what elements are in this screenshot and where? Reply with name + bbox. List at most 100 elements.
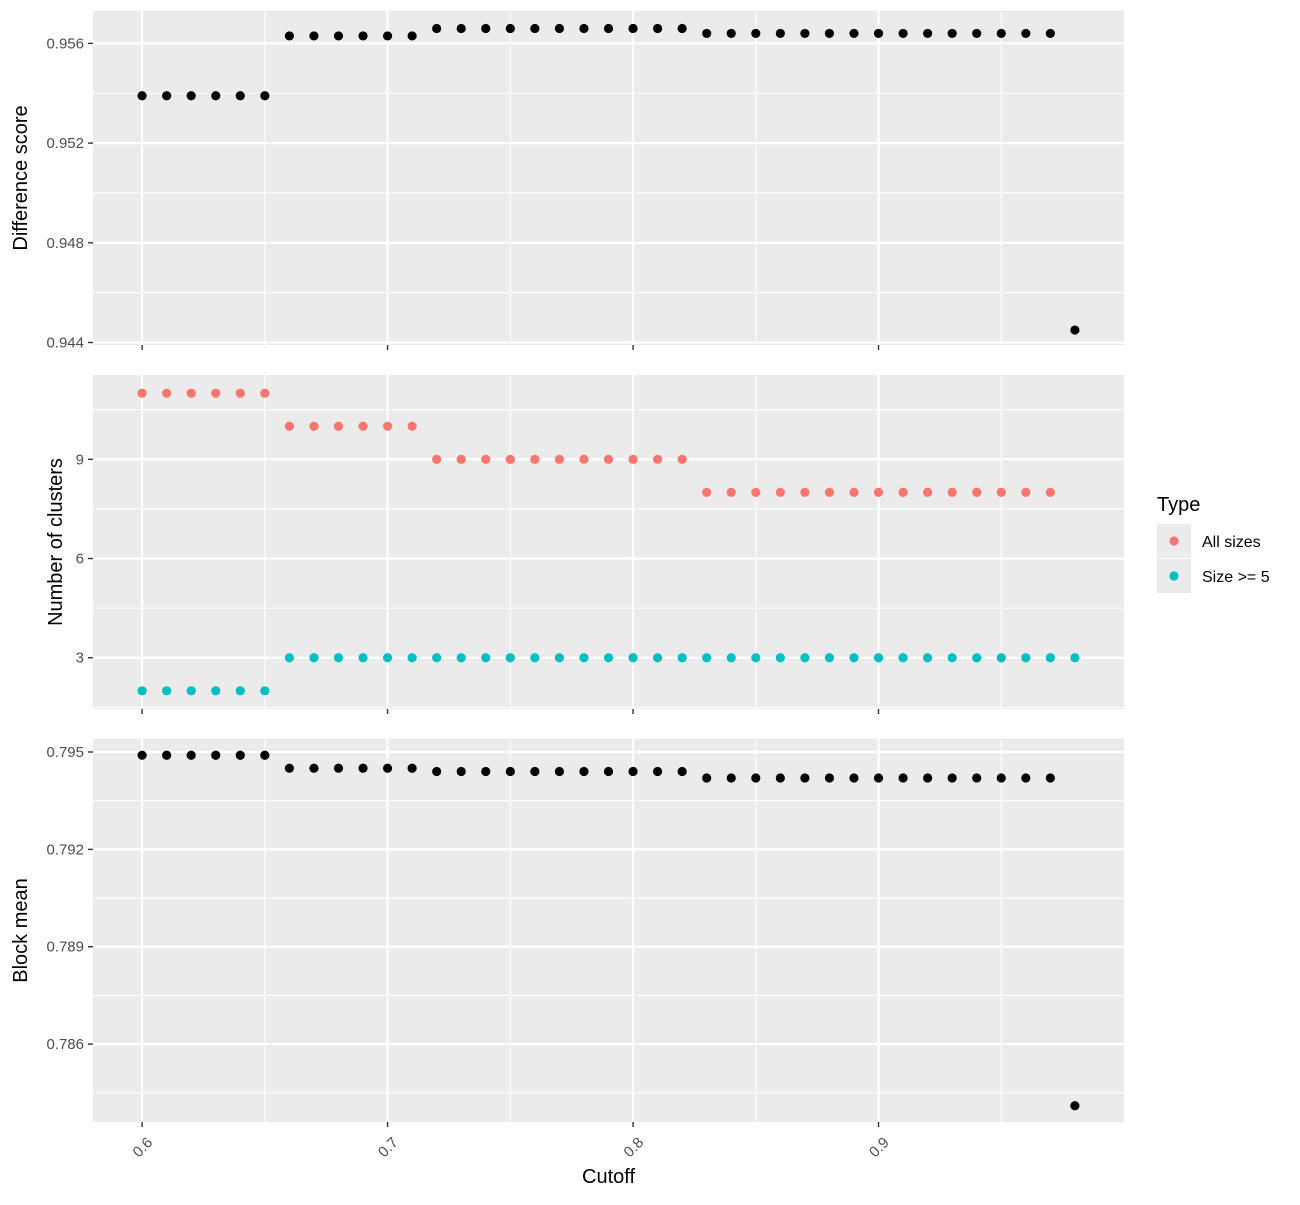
data-point-size-5 — [652, 653, 663, 663]
data-point — [333, 763, 344, 773]
panel-background-1 — [93, 11, 1124, 345]
x-tick-label: 0.6 — [130, 1134, 157, 1161]
data-point-size-5 — [530, 653, 540, 663]
data-point — [873, 28, 884, 39]
y-axis-title: Difference score — [10, 105, 32, 250]
data-point-all-sizes — [972, 487, 982, 497]
data-point-all-sizes — [309, 421, 319, 431]
data-point-all-sizes — [947, 487, 957, 497]
data-point — [382, 31, 393, 41]
y-tick-label: 9 — [76, 451, 84, 468]
data-point — [407, 31, 417, 41]
data-point — [677, 766, 687, 777]
data-point-size-5 — [235, 686, 245, 696]
data-point — [260, 750, 270, 760]
data-point-all-sizes — [873, 487, 884, 497]
data-point-size-5 — [677, 653, 687, 663]
data-point — [137, 750, 147, 760]
data-point — [1070, 325, 1080, 335]
data-point-size-5 — [996, 653, 1006, 663]
data-point — [824, 28, 835, 39]
data-point-all-sizes — [358, 421, 368, 431]
data-point-size-5 — [432, 653, 442, 663]
data-point — [702, 773, 712, 783]
data-point-all-sizes — [407, 421, 417, 431]
x-tick-label: 0.9 — [866, 1134, 893, 1161]
data-point-size-5 — [358, 653, 368, 663]
data-point-size-5 — [211, 686, 221, 696]
data-point-size-5 — [923, 653, 933, 663]
y-tick-label: 3 — [76, 650, 84, 667]
data-point — [530, 23, 540, 34]
data-point-all-sizes — [628, 454, 638, 464]
data-point-size-5 — [309, 653, 319, 663]
x-axis-title: Cutoff — [582, 1166, 635, 1188]
y-tick-label: 6 — [76, 551, 84, 568]
legend-entry-label: All sizes — [1202, 534, 1261, 551]
data-point-all-sizes — [849, 487, 859, 497]
data-point-all-sizes — [1045, 487, 1055, 497]
data-point — [211, 91, 221, 101]
data-point-all-sizes — [775, 487, 785, 497]
data-point-size-5 — [554, 653, 565, 663]
data-point — [162, 91, 172, 101]
data-point-all-sizes — [211, 388, 221, 398]
data-point — [309, 763, 319, 773]
data-point — [162, 750, 172, 760]
data-point — [481, 23, 491, 34]
data-point — [775, 773, 785, 783]
data-point — [677, 23, 687, 34]
y-tick-label: 0.944 — [46, 335, 84, 352]
x-tick-label: 0.7 — [375, 1134, 402, 1161]
data-point-size-5 — [751, 653, 761, 663]
y-tick-label: 0.956 — [46, 35, 84, 52]
y-tick-label: 0.952 — [46, 135, 84, 152]
data-point-all-sizes — [505, 454, 515, 464]
data-point-all-sizes — [652, 454, 663, 464]
data-point — [800, 773, 810, 783]
data-point — [456, 23, 466, 34]
data-point-all-sizes — [456, 454, 466, 464]
data-point — [996, 773, 1006, 783]
data-point — [628, 766, 638, 777]
legend-entry-label: Size >= 5 — [1202, 569, 1270, 586]
data-point-all-sizes — [1021, 487, 1031, 497]
y-axis-title: Number of clusters — [45, 458, 67, 626]
data-point — [505, 766, 515, 777]
data-point-size-5 — [505, 653, 515, 663]
data-point-size-5 — [824, 653, 835, 663]
data-point — [1045, 773, 1055, 783]
data-point — [358, 763, 368, 773]
data-point-all-sizes — [284, 421, 294, 431]
data-point-size-5 — [579, 653, 589, 663]
data-point — [554, 23, 565, 34]
data-point — [849, 28, 859, 39]
data-point-all-sizes — [530, 454, 540, 464]
data-point — [481, 766, 491, 777]
data-point-size-5 — [1021, 653, 1031, 663]
data-point — [432, 23, 442, 34]
data-point — [972, 28, 982, 39]
data-point-size-5 — [873, 653, 884, 663]
data-point-all-sizes — [186, 388, 196, 398]
data-point — [898, 28, 908, 39]
data-point-all-sizes — [481, 454, 491, 464]
data-point-size-5 — [407, 653, 417, 663]
data-point-size-5 — [947, 653, 957, 663]
y-tick-label: 0.792 — [46, 841, 84, 858]
data-point — [407, 763, 417, 773]
data-point — [284, 763, 294, 773]
data-point — [726, 28, 736, 39]
data-point-all-sizes — [260, 388, 270, 398]
legend-title: Type — [1157, 494, 1200, 516]
data-point-all-sizes — [702, 487, 712, 497]
data-point-size-5 — [603, 653, 614, 663]
data-point — [751, 773, 761, 783]
data-point — [284, 31, 294, 41]
data-point — [923, 773, 933, 783]
data-point — [235, 91, 245, 101]
data-point — [1021, 28, 1031, 39]
data-point — [186, 750, 196, 760]
y-tick-label: 0.795 — [46, 744, 84, 761]
